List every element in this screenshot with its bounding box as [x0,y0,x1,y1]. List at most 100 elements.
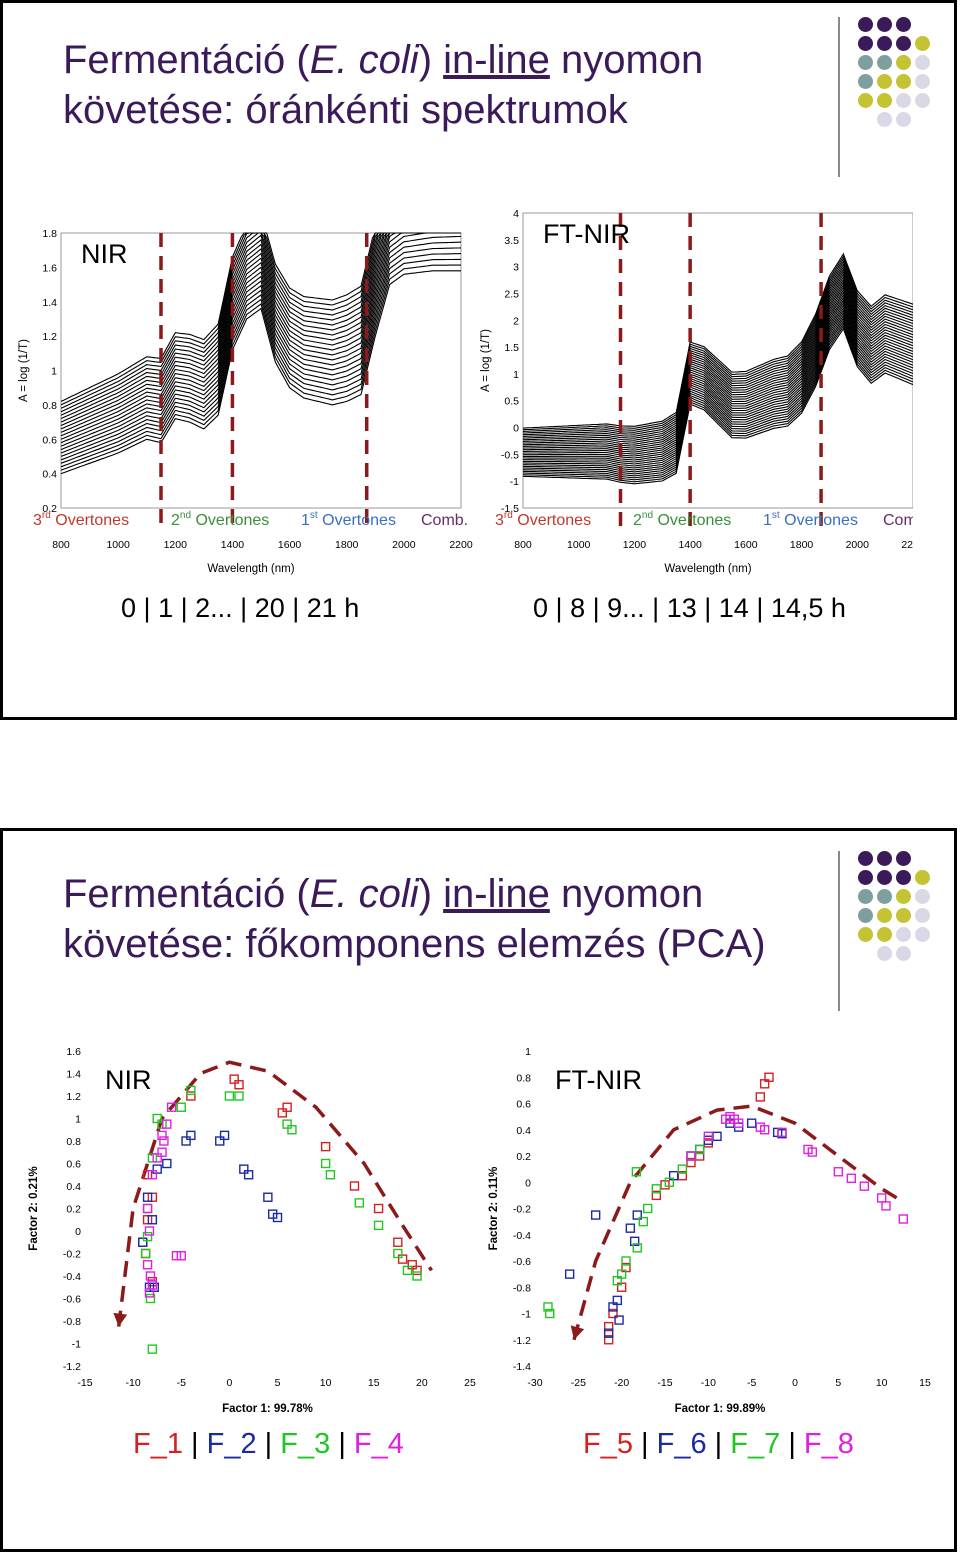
data-point [219,1130,230,1141]
spectrum-line [523,301,913,465]
y-tick-label: 1.6 [42,262,57,274]
caption-item: 2... [195,593,233,623]
spectrum-line [522,265,913,437]
series-F_4 [142,1102,186,1298]
caption-item: 21 h [306,593,360,623]
title-part: ) [418,872,444,916]
caption-item: 20 [254,593,285,623]
y-tick-label: 1.8 [42,228,57,240]
band-label: 2nd Overtones [171,510,269,529]
y-tick-label: 3.5 [504,235,519,247]
x-tick-label: -30 [527,1377,542,1389]
x-tick-label: 0 [226,1377,232,1389]
nir-factor-caption: F_1 | F_2 | F_3 | F_4 [133,1428,404,1461]
x-tick-label: 0 [792,1377,798,1389]
separator: | [780,1428,804,1460]
trend-arrowhead [113,1312,128,1327]
band-label: 3rd Overtones [495,510,591,529]
decor-dot [896,946,911,961]
y-tick-label: 0.5 [504,396,519,408]
caption-item: 0 [121,593,137,623]
decor-dot [896,927,911,942]
y-tick-label: 1.2 [42,331,57,343]
separator: | [632,1428,657,1460]
y-tick-label: 0.2 [66,1204,81,1216]
data-point [234,1080,244,1090]
data-point [147,1170,158,1180]
y-tick-label: 1.2 [66,1091,81,1103]
ftnir-pca-chart: -30 -25 -20 -15 -10 -5 0 5 10 15-1.4-1.2-1-0.8-0.… [488,1046,931,1415]
decor-dot [915,870,930,885]
ftnir-spectra-chart: 800 1000 1200 1400 1600 1800 2000 2200 -1.5 -1 -0.… [480,208,913,575]
data-point [147,1215,158,1225]
y-tick-label: 0.2 [42,503,57,515]
y-tick-label: -1 [522,1309,531,1321]
data-point [402,1265,413,1276]
y-tick-label: -0.2 [63,1249,81,1261]
data-point [733,1118,744,1128]
y-axis-label: Factor 2: 0.21% [28,1166,40,1250]
band-label: 1st Overtones [763,510,858,529]
caption-item: F_8 [803,1428,854,1460]
data-point [564,1269,575,1279]
spectrum-line [523,296,913,461]
y-tick-label: -1.4 [513,1361,531,1373]
x-tick-label: 10 [320,1377,332,1389]
data-point [846,1173,857,1184]
x-tick-label: 10 [876,1377,888,1389]
data-point [162,1119,172,1129]
decor-dot [896,870,911,885]
spectrum-line [60,258,461,468]
data-point [186,1085,196,1096]
trend-arrow-line [572,1104,905,1341]
data-point [142,1170,153,1180]
data-point [142,1260,153,1270]
x-tick-label: 2200 [901,539,913,551]
x-axis-label: Factor 1: 99.89% [675,1403,766,1415]
spectra-group [60,232,462,475]
data-point [142,1192,153,1202]
y-tick-label: -0.5 [501,449,519,461]
data-point [703,1131,714,1142]
spectrum-line [522,322,913,481]
title-part: nyomon [549,38,704,82]
x-tick-label: -20 [614,1377,629,1389]
data-point [632,1243,642,1253]
spectrum-line [522,291,913,457]
data-point [142,1215,153,1225]
decor-dot [858,36,873,51]
data-point [186,1091,196,1101]
y-tick-label: 0 [513,423,519,435]
spectrum-line [522,281,913,449]
title-italic: E. coli [309,38,419,82]
x-tick-label: 800 [52,539,70,551]
decor-dot [877,908,892,923]
decor-dot [858,908,873,923]
decor-dot [915,36,930,51]
separator: | [644,593,667,623]
y-tick-label: 0.6 [516,1099,531,1111]
y-axis-label: A = log (1/T) [480,329,492,392]
x-tick-label: -15 [77,1377,92,1389]
title-underline: in-line [443,38,550,82]
data-point [859,1181,870,1191]
divider-line [838,851,840,1011]
data-point [224,1091,235,1101]
y-tick-label: 0.8 [516,1072,531,1084]
y-tick-label: 1 [513,369,519,381]
decor-dot [896,93,911,108]
data-point [176,1251,186,1261]
y-tick-label: 0.4 [66,1181,81,1193]
spectrum-line [523,311,913,473]
data-point [145,1293,156,1304]
title-line2: követése: főkomponens elemzés (PCA) [63,922,766,966]
caption-item: 0 [533,593,549,623]
separator: | [173,593,196,623]
y-tick-label: -0.4 [513,1230,531,1242]
decor-dot [858,927,873,942]
decor-dot [877,889,892,904]
decor-dot [858,870,873,885]
data-point [651,1184,662,1194]
data-point [354,1198,365,1208]
ftnir-factor-caption: F_5 | F_6 | F_7 | F_8 [583,1428,854,1461]
